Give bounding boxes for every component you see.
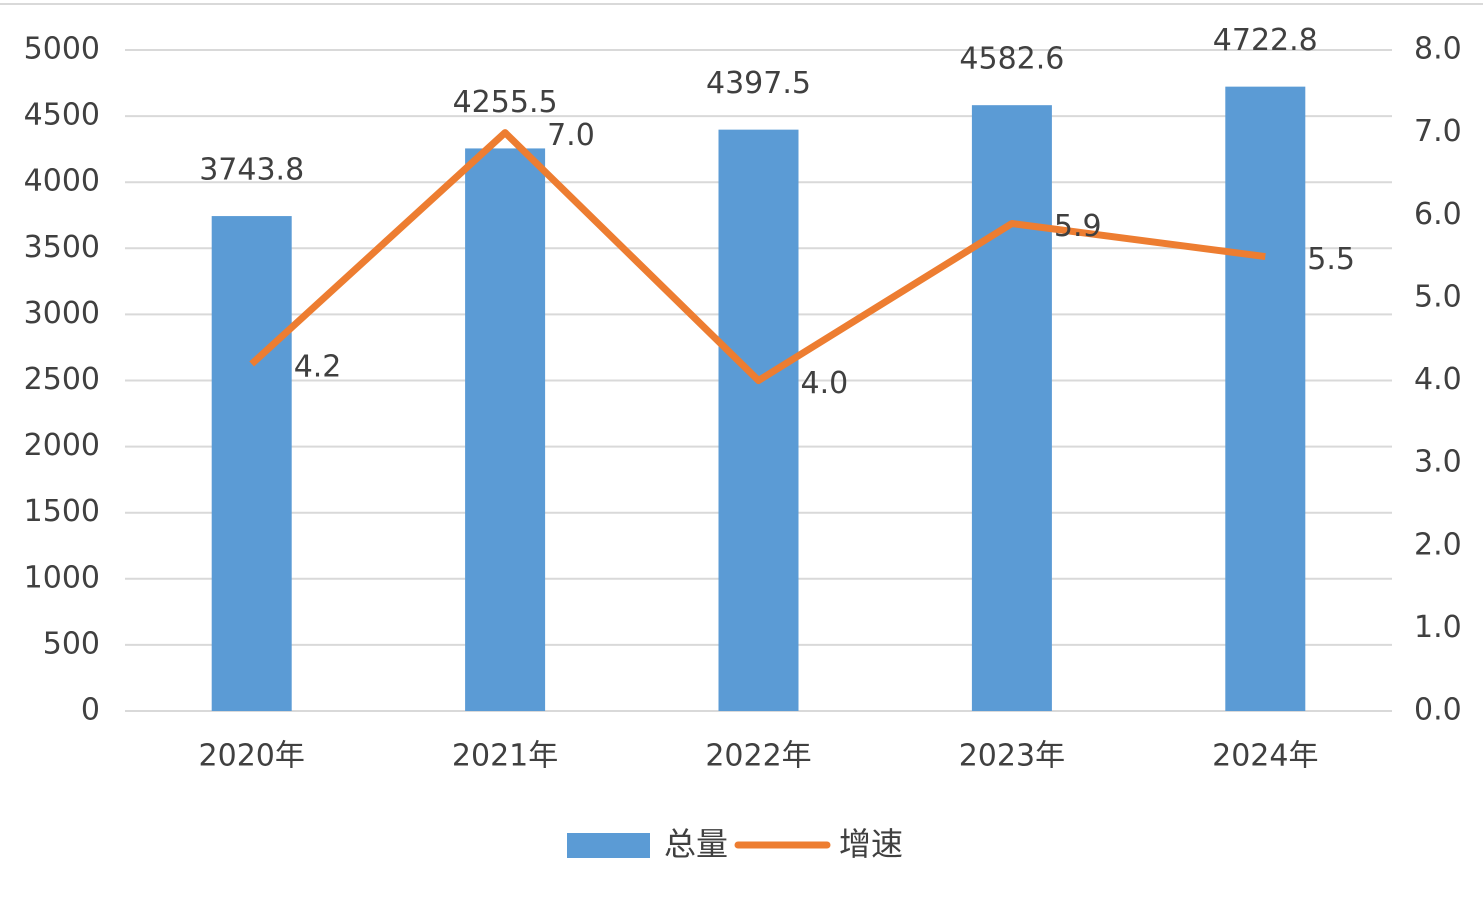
line-value-label: 5.9 bbox=[1054, 209, 1102, 244]
line-value-label: 5.5 bbox=[1307, 242, 1355, 277]
line-series bbox=[249, 129, 1266, 384]
bar-value-label: 3743.8 bbox=[199, 153, 304, 188]
y-tick-label: 1000 bbox=[24, 560, 100, 595]
x-tick-label: 2022年 bbox=[705, 739, 811, 774]
y2-tick-label: 2.0 bbox=[1414, 527, 1462, 562]
bar bbox=[1225, 86, 1306, 711]
bar bbox=[971, 105, 1052, 711]
legend-label: 总量 bbox=[664, 825, 728, 863]
y2-tick-label: 1.0 bbox=[1414, 610, 1462, 645]
y-tick-label: 4000 bbox=[24, 164, 100, 199]
y-tick-label: 0 bbox=[81, 693, 100, 728]
line-value-label: 4.2 bbox=[294, 349, 342, 384]
y2-tick-label: 5.0 bbox=[1414, 279, 1462, 314]
legend-label: 增速 bbox=[839, 825, 903, 863]
y2-tick-label: 7.0 bbox=[1414, 114, 1462, 149]
y2-tick-label: 4.0 bbox=[1414, 362, 1462, 397]
x-tick-label: 2024年 bbox=[1212, 739, 1318, 774]
bar-value-label: 4722.8 bbox=[1213, 23, 1318, 58]
bar bbox=[211, 216, 292, 711]
line-value-label: 7.0 bbox=[547, 118, 595, 153]
y2-tick-label: 6.0 bbox=[1414, 197, 1462, 232]
bar-value-label: 4255.5 bbox=[453, 85, 558, 120]
y-tick-label: 2500 bbox=[24, 362, 100, 397]
y-tick-label: 1500 bbox=[24, 494, 100, 529]
bar-value-label: 4397.5 bbox=[706, 66, 811, 101]
legend-swatch bbox=[567, 833, 650, 858]
y-tick-label: 500 bbox=[43, 626, 100, 661]
y-tick-label: 4500 bbox=[24, 98, 100, 133]
bar bbox=[465, 148, 546, 711]
y-tick-label: 3500 bbox=[24, 230, 100, 265]
x-tick-label: 2021年 bbox=[452, 739, 558, 774]
bar-value-label: 4582.6 bbox=[959, 42, 1064, 77]
y-tick-label: 5000 bbox=[24, 32, 100, 67]
y-tick-label: 3000 bbox=[24, 296, 100, 331]
y-tick-label: 2000 bbox=[24, 428, 100, 463]
line-value-label: 4.0 bbox=[801, 366, 849, 401]
y2-tick-label: 3.0 bbox=[1414, 445, 1462, 480]
y2-tick-label: 0.0 bbox=[1414, 693, 1462, 728]
y2-tick-label: 8.0 bbox=[1414, 32, 1462, 67]
x-tick-label: 2020年 bbox=[199, 739, 305, 774]
x-tick-label: 2023年 bbox=[959, 739, 1065, 774]
bar bbox=[718, 129, 799, 711]
